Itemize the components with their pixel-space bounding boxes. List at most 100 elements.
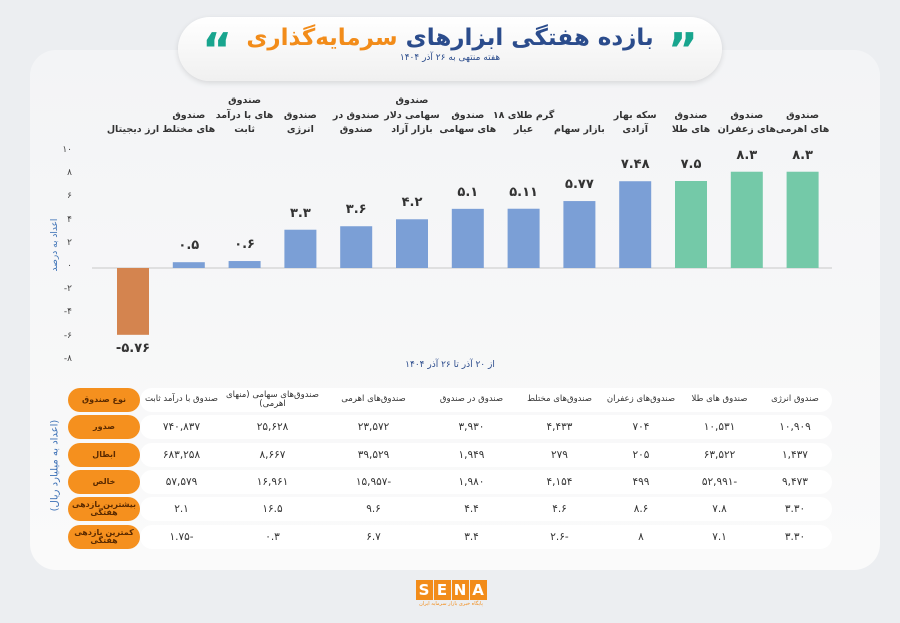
title-highlight: سرمایه‌گذاری bbox=[246, 25, 398, 51]
logo-letter: S bbox=[415, 580, 433, 600]
table-cell: -۲.۶ bbox=[550, 531, 569, 543]
category-label: صندوق های اهرمی bbox=[775, 109, 830, 136]
y-tick-label: ۸ bbox=[67, 168, 72, 179]
category-label: صندوق های مختلط bbox=[162, 109, 216, 136]
bar bbox=[619, 181, 652, 268]
category-label: صندوق های زعفران bbox=[717, 109, 776, 136]
table-cell: -۵۲,۹۹۱ bbox=[701, 476, 738, 488]
bar bbox=[117, 268, 149, 335]
table-cell: ۹,۴۷۳ bbox=[782, 476, 808, 488]
table-cell: ۹.۶ bbox=[366, 503, 381, 515]
table-cell: ۴,۴۳۳ bbox=[546, 421, 573, 433]
column-header: صندوق‌های اهرمی bbox=[341, 394, 406, 405]
bar bbox=[507, 208, 540, 268]
table-row: کمترین بازدهی هفتگی -۱.۷۵ ۰.۳ ۶.۷ ۳.۴ -۲.۶ ۸ ۷.… bbox=[68, 525, 832, 549]
category-label: صندوق های سهامی bbox=[439, 109, 497, 136]
table-cell: ۱,۹۴۹ bbox=[458, 449, 485, 461]
table-cell: ۴,۱۵۴ bbox=[546, 476, 573, 488]
table-cell: ۶.۷ bbox=[366, 531, 381, 543]
bar bbox=[730, 171, 763, 268]
bar bbox=[563, 201, 596, 268]
table-cell: ۶۳,۵۲۲ bbox=[703, 449, 736, 461]
data-label: ۵.۷۷ bbox=[565, 177, 594, 193]
column-header: صندوق انرژی bbox=[771, 394, 819, 405]
bar bbox=[340, 226, 373, 268]
column-header: صندوق با درآمد ثابت bbox=[145, 394, 218, 405]
table-row: خالص ۵۷,۵۷۹ ۱۶,۹۶۱ -۱۵,۹۵۷ ۱,۹۸۰ ۴,۱۵۴ ۴۹۹ -۵۲,… bbox=[68, 470, 832, 494]
y-tick-label: -۲ bbox=[63, 284, 72, 295]
table-cell: ۷۴۰,۸۳۷ bbox=[162, 421, 201, 433]
row-background bbox=[140, 497, 832, 521]
table-row: بیشترین بازدهی هفتگی ۲.۱ ۱۶.۵ ۹.۶ ۴.۴ ۴.۶ ۸.۶ ۷… bbox=[68, 497, 832, 521]
y-tick-label: -۴ bbox=[63, 307, 72, 318]
row-background bbox=[140, 415, 832, 439]
data-label: ۸.۳ bbox=[736, 147, 758, 163]
logo-letter: A bbox=[469, 580, 487, 600]
table-cell: ۷.۸ bbox=[712, 503, 727, 515]
row-label: خالص bbox=[68, 470, 140, 494]
table-cell: ۲۵,۶۲۸ bbox=[256, 421, 289, 433]
table-corner-label: نوع صندوق bbox=[68, 388, 140, 412]
category-label: بازار سهام bbox=[554, 124, 605, 136]
subtitle: هفته منتهی به ۲۶ آذر ۱۴۰۴ bbox=[399, 53, 501, 63]
logo-letter: N bbox=[451, 580, 469, 600]
column-header: صندوق‌های مختلط bbox=[527, 394, 592, 405]
data-label: ۷.۵ bbox=[680, 157, 702, 172]
table-cell: ۳۹,۵۲۹ bbox=[357, 449, 390, 461]
table-cell: ۴.۶ bbox=[552, 503, 567, 515]
category-label: گرم طلای ۱۸ عیار bbox=[492, 109, 555, 136]
table-unit-label: (اعداد به میلیارد ریال) bbox=[49, 419, 61, 512]
title-main: بازده هفتگی ابزارهای bbox=[405, 25, 654, 51]
category-label: صندوق های با درآمد ثابت bbox=[215, 94, 274, 136]
table-cell: ۷۰۴ bbox=[632, 421, 650, 433]
y-tick-label: ۰ bbox=[67, 261, 72, 271]
data-label: ۰.۵ bbox=[178, 238, 200, 254]
table-cell: ۳,۹۳۰ bbox=[458, 421, 485, 433]
quote-icon-right: ” bbox=[667, 23, 698, 77]
table-cell: ۸ bbox=[638, 531, 644, 543]
table-cell: ۳.۳۰ bbox=[784, 503, 806, 515]
table-cell: ۱۶.۵ bbox=[262, 503, 283, 515]
period-note: از ۲۰ آذر تا ۲۶ آذر ۱۴۰۴ bbox=[405, 360, 495, 370]
y-tick-label: ۴ bbox=[67, 214, 72, 225]
table-row: ابطال ۶۸۳,۲۵۸ ۸,۶۶۷ ۳۹,۵۲۹ ۱,۹۴۹ ۲۷۹ ۲۰۵ ۶۳,۵۲۲… bbox=[68, 443, 832, 467]
row-label: صدور bbox=[68, 415, 140, 439]
column-header: صندوق در صندوق bbox=[439, 394, 504, 405]
logo-letter: E bbox=[433, 580, 451, 600]
table-row: صدور ۷۴۰,۸۳۷ ۲۵,۶۲۸ ۲۳,۵۷۲ ۳,۹۳۰ ۴,۴۳۳ ۷۰۴ ۱۰,۵… bbox=[68, 415, 832, 439]
bar bbox=[675, 181, 707, 268]
category-label: سکه بهار آزادی bbox=[613, 109, 657, 136]
y-tick-label: -۸ bbox=[63, 353, 72, 364]
row-background bbox=[140, 388, 832, 412]
data-label: ۴.۲ bbox=[401, 195, 423, 211]
row-background bbox=[140, 470, 832, 494]
table-cell: ۸.۶ bbox=[633, 503, 649, 515]
table-cell: ۱,۹۸۰ bbox=[458, 476, 485, 488]
table-cell: ۱۰,۵۳۱ bbox=[703, 421, 736, 433]
data-label: ۳.۶ bbox=[345, 202, 367, 218]
table-cell: -۱۵,۹۵۷ bbox=[355, 476, 392, 488]
table-cell: ۴۹۹ bbox=[632, 476, 650, 488]
row-label: ابطال bbox=[68, 443, 140, 467]
table-cell: ۱,۴۳۷ bbox=[782, 449, 808, 461]
y-tick-label: ۲ bbox=[67, 237, 72, 248]
table-cell: ۸,۶۶۷ bbox=[259, 449, 286, 461]
table-cell: ۴.۴ bbox=[464, 503, 479, 515]
row-background bbox=[140, 525, 832, 549]
quote-icon-left: “ bbox=[202, 23, 233, 77]
column-header: صندوق های طلا bbox=[691, 394, 748, 405]
data-label: ۳.۳ bbox=[289, 205, 311, 221]
table-cell: ۱۶,۹۶۱ bbox=[256, 476, 289, 488]
table-cell: ۲۷۹ bbox=[551, 449, 568, 461]
logo-tagline: پایگاه خبری بازار سرمایه ایران bbox=[419, 601, 483, 607]
table-cell: ۷.۱ bbox=[712, 531, 727, 543]
table-header-row: نوع صندوق صندوق با درآمد ثابت صندوق‌های سه… bbox=[68, 388, 832, 412]
bar bbox=[284, 229, 317, 268]
bar bbox=[451, 208, 484, 268]
category-label: ارز دیجیتال bbox=[106, 124, 160, 136]
table-cell: -۱.۷۵ bbox=[169, 531, 194, 543]
row-label: کمترین بازدهی هفتگی bbox=[68, 525, 140, 549]
data-label: ۵.۱ bbox=[457, 184, 479, 200]
